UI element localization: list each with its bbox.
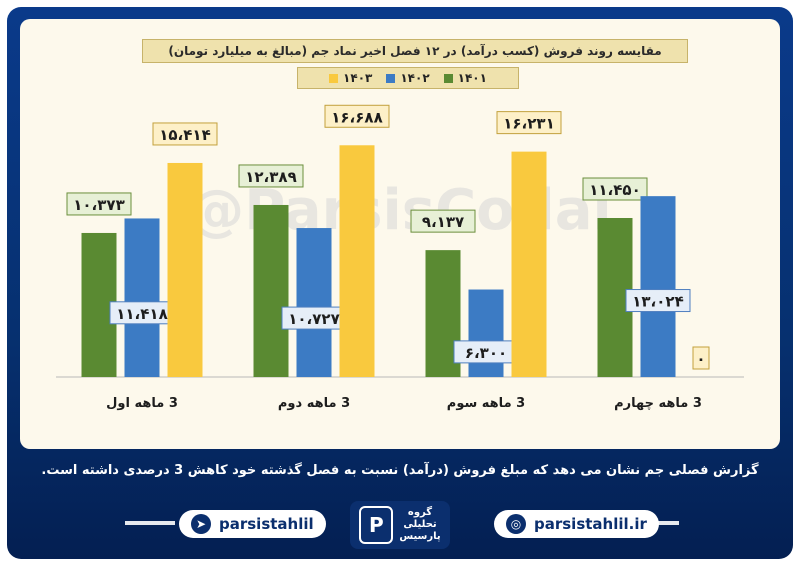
bar — [253, 204, 289, 377]
website-link[interactable]: ◎ parsistahlil.ir — [494, 510, 659, 538]
legend-label: ۱۴۰۱ — [457, 71, 487, 85]
data-label-box — [625, 289, 691, 313]
bar — [339, 145, 375, 377]
caption-text: گزارش فصلی جم نشان می دهد که مبلغ فروش (… — [41, 463, 759, 478]
data-label: ۹،۱۳۷ — [422, 213, 464, 231]
data-label: ۱۱،۴۵۰ — [589, 181, 640, 199]
logo: P گروه تحلیلی پارسیس — [350, 501, 450, 549]
globe-icon: ◎ — [506, 514, 526, 534]
data-label-box — [496, 111, 562, 135]
data-label: ۰ — [696, 350, 705, 368]
data-label-box — [692, 346, 710, 370]
telegram-icon: ➤ — [191, 514, 211, 534]
data-label: ۱۰،۷۲۷ — [288, 310, 339, 328]
data-label: ۱۰،۳۷۳ — [73, 196, 124, 214]
bar — [296, 228, 332, 377]
category-label: 3 ماهه دوم — [278, 396, 350, 411]
data-label-box — [66, 192, 132, 216]
legend-swatch — [329, 73, 339, 83]
logo-text: گروه تحلیلی پارسیس — [399, 507, 441, 542]
bar — [640, 196, 676, 377]
data-label-box — [410, 209, 476, 233]
telegram-link[interactable]: ➤ parsistahlil — [179, 510, 326, 538]
data-label: ۱۳،۰۲۴ — [632, 293, 683, 311]
legend-item-2: ۱۴۰۳ — [329, 71, 372, 85]
chart-panel: مقایسه روند فروش (کسب درآمد) در ۱۲ فصل ا… — [20, 19, 780, 449]
footer-stripe-left — [125, 521, 175, 525]
legend-label: ۱۴۰۳ — [343, 71, 373, 85]
logo-mark-icon: P — [359, 506, 394, 544]
frame: مقایسه روند فروش (کسب درآمد) در ۱۲ فصل ا… — [7, 7, 793, 559]
data-label: ۱۵،۴۱۴ — [159, 126, 210, 144]
data-label-box — [582, 177, 648, 201]
legend-item-0: ۱۴۰۱ — [443, 71, 487, 85]
legend-label: ۱۴۰۲ — [400, 71, 430, 85]
data-label-box — [238, 164, 304, 188]
chart-title: مقایسه روند فروش (کسب درآمد) در ۱۲ فصل ا… — [142, 39, 688, 63]
data-label: ۱۱،۴۱۸ — [116, 305, 167, 323]
data-label-box — [324, 104, 390, 128]
bar-chart: @ParsisCodal ۱۰،۳۷۳ ۱۱،۴۱۸ ۱۵،۴۱۴ 3 ماهه اول… — [56, 104, 744, 411]
legend-swatch — [443, 73, 453, 83]
data-label: ۶،۳۰۰ — [465, 344, 507, 362]
data-label-box — [152, 122, 218, 146]
bar — [167, 162, 203, 377]
category-label: 3 ماهه سوم — [447, 396, 525, 411]
bar — [124, 218, 160, 377]
bar — [468, 289, 504, 377]
data-label: ۱۲،۳۸۹ — [245, 168, 296, 186]
data-label: ۱۶،۲۳۱ — [503, 115, 554, 133]
data-label: ۱۶،۶۸۸ — [331, 108, 382, 126]
footer: ➤ parsistahlil P گروه تحلیلی پارسیس ◎ pa… — [7, 501, 793, 549]
category-label: 3 ماهه چهارم — [614, 396, 702, 411]
watermark-text: @ParsisCodal — [188, 178, 611, 243]
legend-swatch — [386, 73, 396, 83]
category-label: 3 ماهه اول — [106, 396, 178, 411]
telegram-handle: parsistahlil — [219, 515, 314, 533]
bar — [511, 151, 547, 377]
chart-legend: ۱۴۰۱ ۱۴۰۲ ۱۴۰۳ — [297, 67, 519, 89]
website-url: parsistahlil.ir — [534, 515, 647, 533]
legend-item-1: ۱۴۰۲ — [386, 71, 430, 85]
